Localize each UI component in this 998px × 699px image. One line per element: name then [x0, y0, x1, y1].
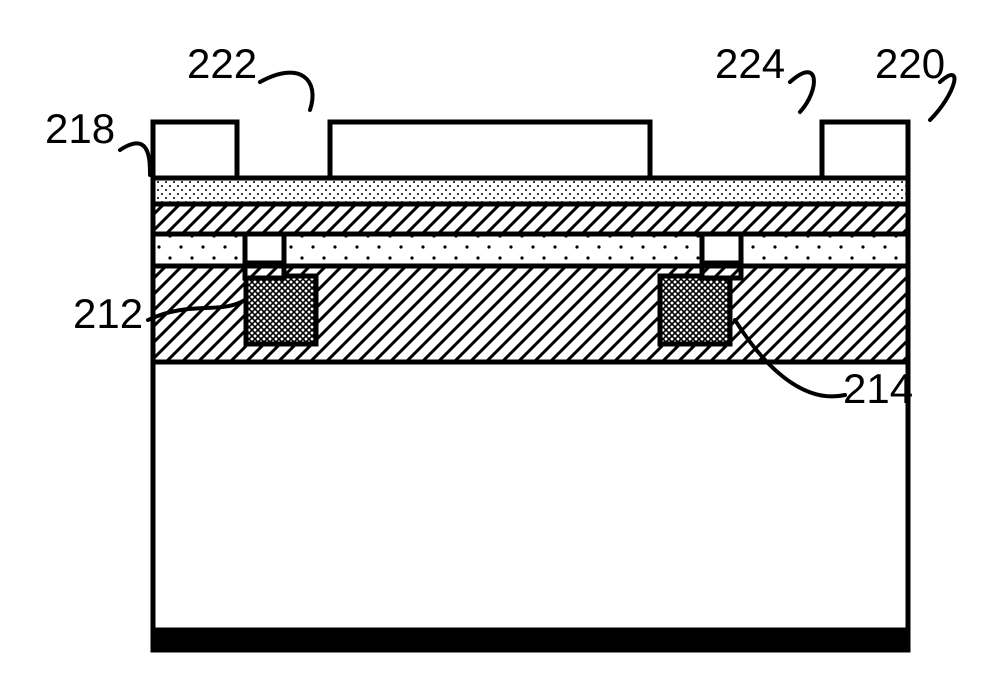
layer-hatched-upper: [153, 204, 908, 234]
connector-bar-1: [702, 266, 741, 278]
label-l222: 222: [187, 40, 257, 87]
label-l218: 218: [45, 105, 115, 152]
dotted-segment-1: [284, 234, 702, 266]
dotted-segment-0: [153, 234, 245, 266]
layer-fine-dots: [153, 178, 908, 204]
label-l212: 212: [73, 290, 143, 337]
substrate: [153, 362, 908, 630]
top-contact-2: [822, 122, 908, 178]
diagram-canvas: 222 224 220 218 212 214: [0, 0, 998, 699]
buried-region-right: [660, 276, 730, 344]
label-l220: 220: [875, 40, 945, 87]
label-l224: 224: [715, 40, 785, 87]
buried-region-left: [246, 276, 316, 344]
connector-bar-0: [245, 266, 284, 278]
top-contact-0: [153, 122, 237, 178]
leader-c224: [790, 72, 814, 112]
label-l214: 214: [843, 365, 913, 412]
leader-c222: [260, 73, 313, 110]
leader-c218: [120, 143, 150, 175]
top-contact-1: [330, 122, 650, 178]
back-contact: [153, 630, 908, 650]
dotted-segment-2: [741, 234, 908, 266]
